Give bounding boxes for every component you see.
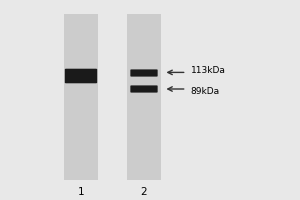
FancyBboxPatch shape <box>130 69 158 77</box>
FancyBboxPatch shape <box>65 69 97 83</box>
Text: 89kDa: 89kDa <box>190 88 220 97</box>
Bar <box>64 14 98 180</box>
Text: 2: 2 <box>141 187 147 197</box>
Bar <box>127 14 161 180</box>
FancyBboxPatch shape <box>130 85 158 93</box>
Text: 1: 1 <box>78 187 84 197</box>
Text: 113kDa: 113kDa <box>190 66 225 75</box>
